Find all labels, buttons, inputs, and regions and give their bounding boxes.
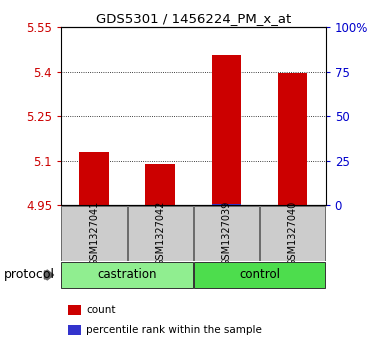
Text: GSM1327039: GSM1327039 [221,201,231,266]
Text: GSM1327040: GSM1327040 [287,201,297,266]
Bar [194,206,259,261]
Bar [212,56,241,205]
Text: castration: castration [97,269,157,281]
Bar [61,206,127,261]
Bar [79,204,109,205]
Bar [145,164,175,205]
Bar [278,204,307,205]
Bar [128,206,193,261]
Text: GSM1327042: GSM1327042 [155,200,165,266]
Text: control: control [239,269,280,281]
Bar [278,73,307,205]
Text: protocol: protocol [4,269,55,281]
Bar [212,204,241,205]
Bar [145,204,175,205]
Bar [61,262,193,288]
Text: count: count [86,305,116,315]
Title: GDS5301 / 1456224_PM_x_at: GDS5301 / 1456224_PM_x_at [96,12,291,25]
Bar [260,206,325,261]
Text: percentile rank within the sample: percentile rank within the sample [86,325,262,335]
Bar [79,152,109,205]
Text: GSM1327041: GSM1327041 [89,201,99,266]
Bar [194,262,325,288]
